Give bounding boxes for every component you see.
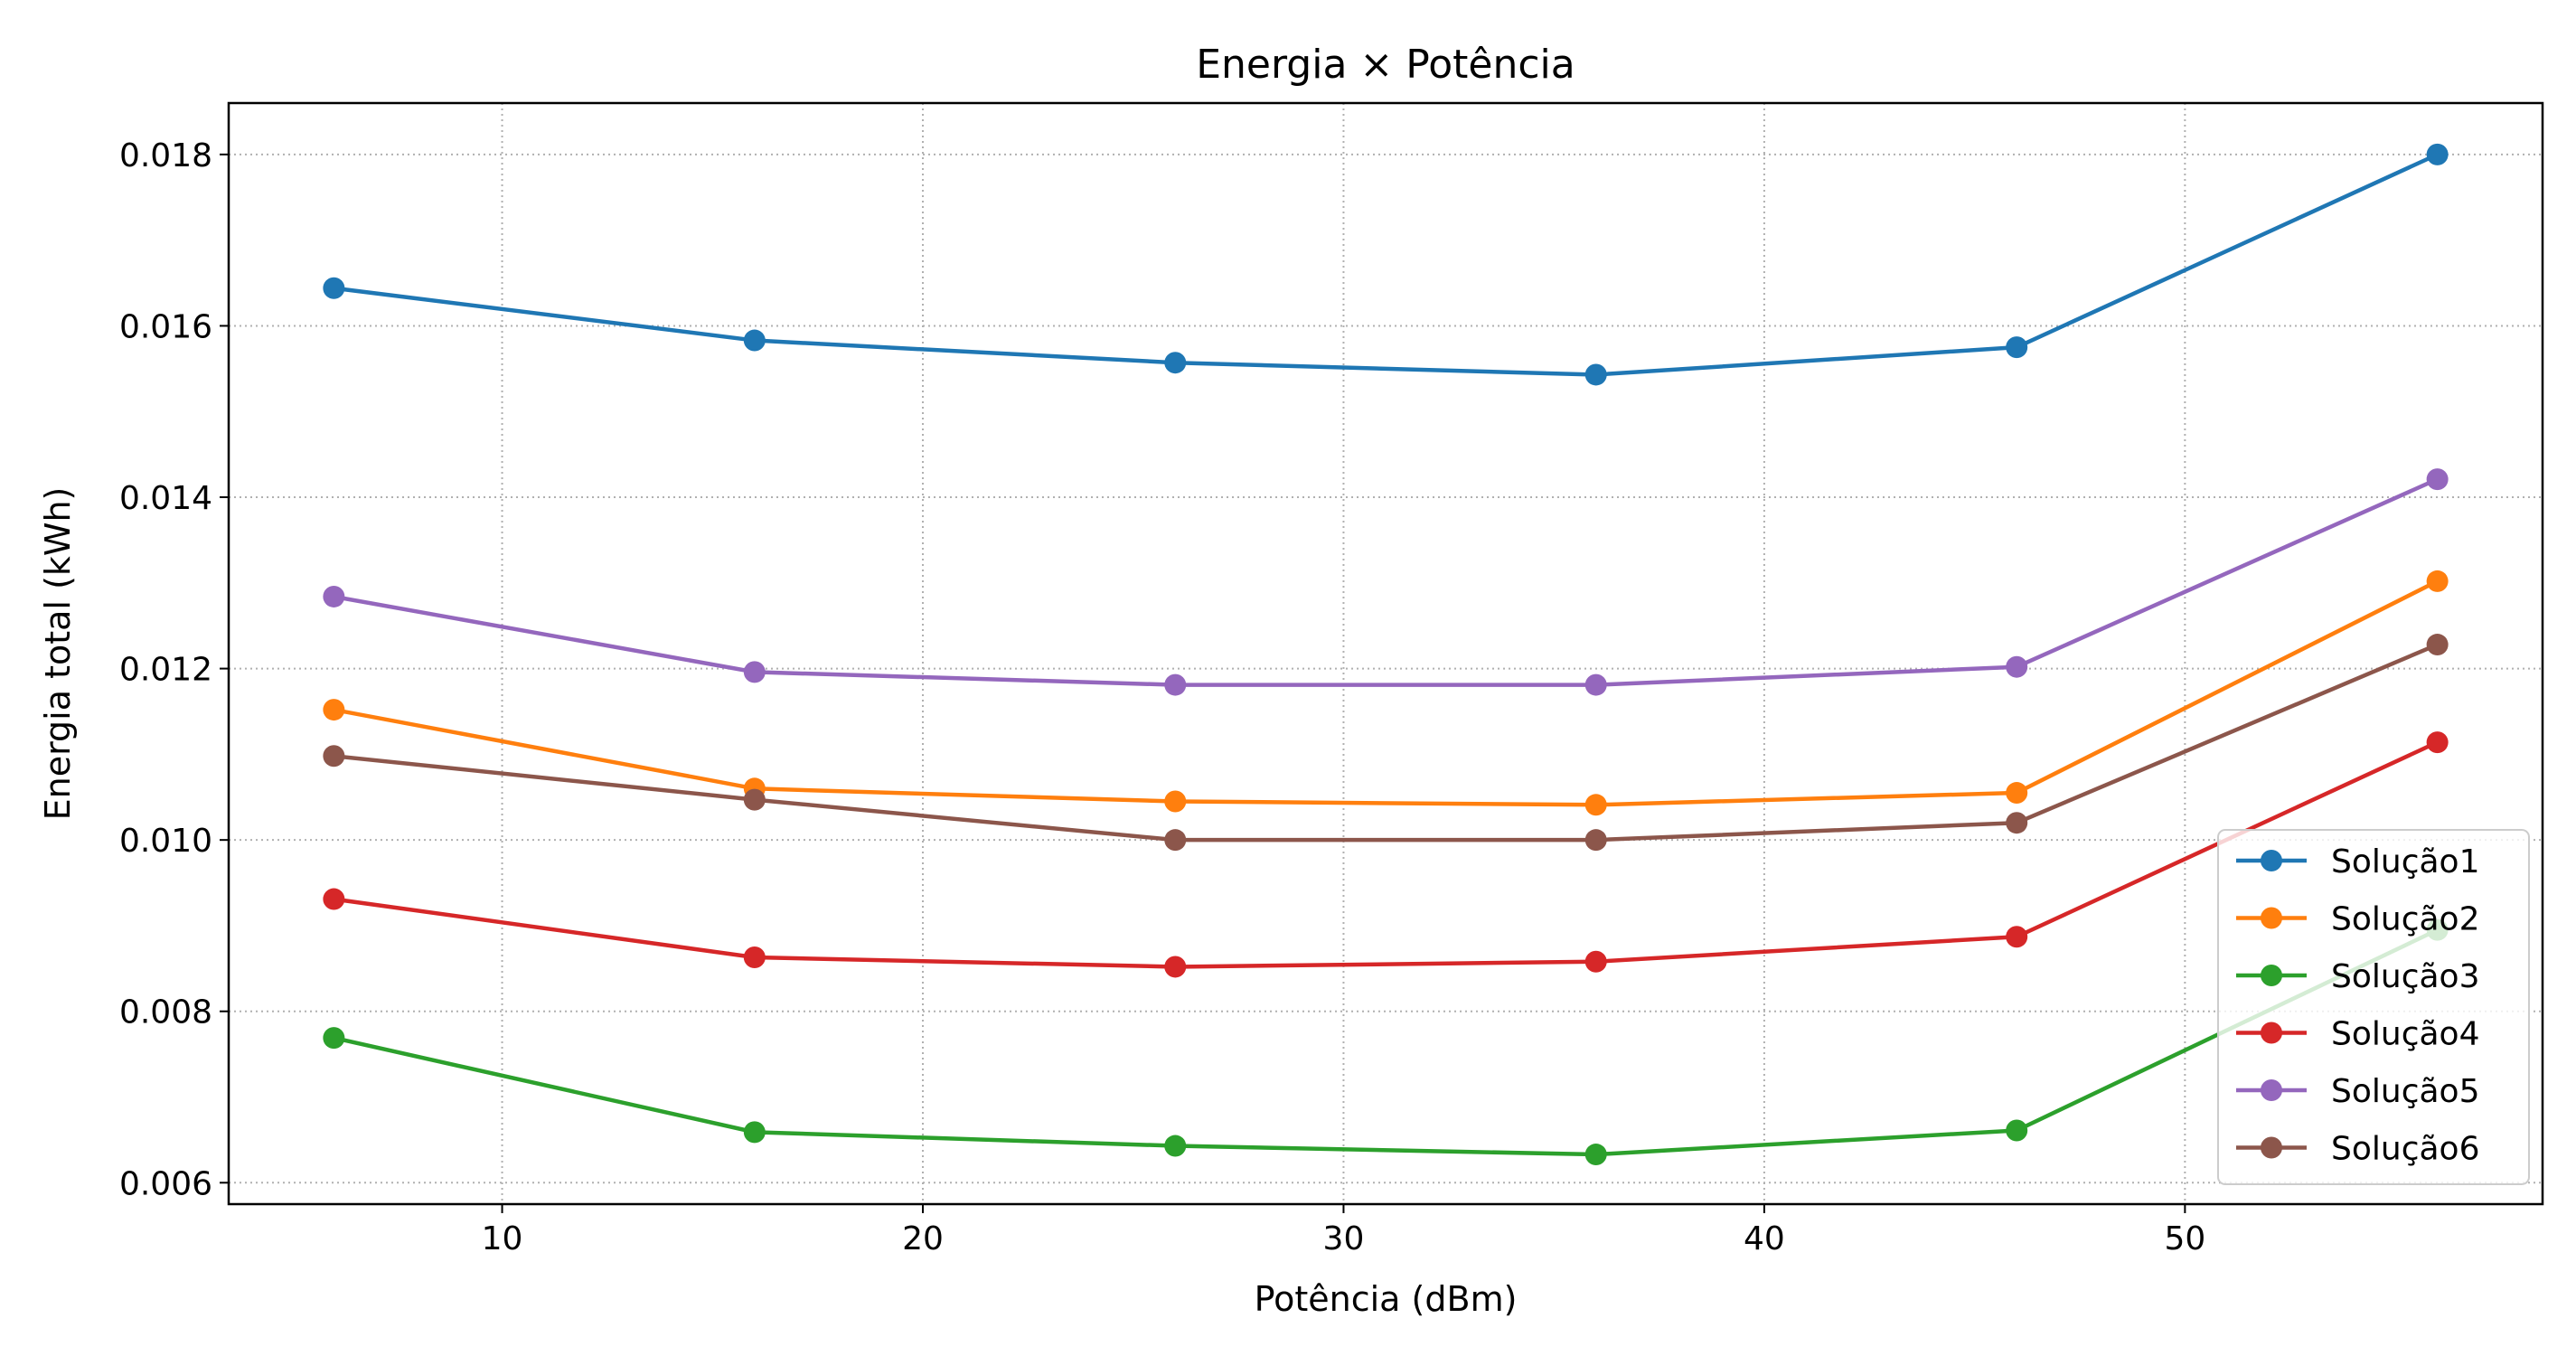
legend-item: Solução4 (2236, 1016, 2479, 1053)
y-tick-label: 0.010 (119, 823, 212, 860)
data-point (2006, 926, 2028, 948)
data-point (1584, 950, 1607, 973)
legend-label: Solução6 (2331, 1131, 2479, 1168)
series-1 (323, 143, 2449, 386)
data-point (2426, 468, 2449, 491)
data-point (323, 888, 345, 910)
data-point (2426, 634, 2449, 656)
data-point (323, 1027, 345, 1050)
x-tick-label: 20 (902, 1220, 944, 1257)
y-tick-label: 0.018 (119, 137, 212, 174)
y-tick-label: 0.014 (119, 480, 212, 517)
grid-lines (229, 103, 2543, 1204)
series-line (333, 579, 2439, 807)
data-point (1164, 790, 1187, 813)
legend: Solução1 Solução2 Solução3 Solução4 Solução5… (2217, 829, 2530, 1185)
series-4 (323, 731, 2449, 978)
data-point (2426, 731, 2449, 754)
data-point (323, 745, 345, 767)
data-point (1584, 673, 1607, 696)
series-5 (323, 468, 2449, 696)
data-point (1584, 794, 1607, 816)
data-point (323, 585, 345, 607)
data-point (2426, 570, 2449, 592)
legend-label: Solução4 (2331, 1016, 2479, 1053)
data-point (743, 1121, 766, 1144)
data-point (2426, 143, 2449, 165)
y-tick-label: 0.008 (119, 994, 212, 1031)
y-axis-label: Energia total (kWh) (38, 487, 78, 821)
legend-label: Solução3 (2331, 958, 2479, 995)
data-point (2006, 336, 2028, 359)
data-point (743, 329, 766, 352)
data-point (1584, 829, 1607, 852)
series-2 (323, 570, 2449, 816)
data-point (2006, 1119, 2028, 1142)
x-tick-label: 10 (482, 1220, 523, 1257)
data-point (323, 277, 345, 299)
legend-marker (2261, 850, 2282, 871)
legend-marker (2261, 907, 2282, 929)
data-point (1584, 1144, 1607, 1166)
series-line (334, 642, 2439, 843)
x-axis: 10 20 30 40 50 (482, 1204, 2205, 1257)
legend-marker (2261, 965, 2282, 986)
legend-label: Solução5 (2331, 1073, 2479, 1110)
data-point (1164, 829, 1187, 852)
data-point (743, 788, 766, 811)
legend-marker (2261, 1022, 2282, 1044)
series-line (334, 740, 2439, 969)
y-tick-label: 0.006 (119, 1165, 212, 1202)
legend-item: Solução5 (2236, 1073, 2479, 1110)
plot-frame (227, 101, 2544, 1206)
data-point (1164, 956, 1187, 978)
y-tick-label: 0.012 (119, 652, 212, 689)
legend-marker (2261, 1079, 2282, 1101)
data-point (1584, 363, 1607, 386)
series-6 (323, 634, 2449, 852)
legend-marker (2261, 1136, 2282, 1159)
legend-label: Solução2 (2331, 901, 2479, 938)
data-point (743, 661, 766, 683)
y-axis: 0.006 0.008 0.010 0.012 0.014 0.016 0.018 (119, 137, 229, 1202)
series-3 (323, 918, 2449, 1166)
data-point (2006, 812, 2028, 834)
series-line (333, 928, 2439, 1157)
x-axis-label: Potência (dBm) (1255, 1279, 1518, 1319)
legend-item: Solução2 (2236, 901, 2479, 938)
chart-title: Energia × Potência (1196, 42, 1575, 88)
data-point (743, 946, 766, 969)
data-point (1164, 673, 1187, 696)
legend-item: Solução6 (2236, 1131, 2479, 1168)
data-point (2006, 782, 2028, 805)
legend-item: Solução1 (2236, 843, 2479, 880)
x-tick-label: 50 (2164, 1220, 2205, 1257)
data-point (1164, 1135, 1187, 1157)
data-point (2006, 655, 2028, 678)
x-tick-label: 40 (1744, 1220, 1785, 1257)
x-tick-label: 30 (1323, 1220, 1365, 1257)
series-line (333, 477, 2439, 687)
legend-label: Solução1 (2331, 843, 2479, 880)
legend-item: Solução3 (2236, 958, 2479, 995)
data-point (323, 699, 345, 721)
data-point (1164, 352, 1187, 374)
y-tick-label: 0.016 (119, 308, 212, 345)
series-line (334, 152, 2439, 377)
